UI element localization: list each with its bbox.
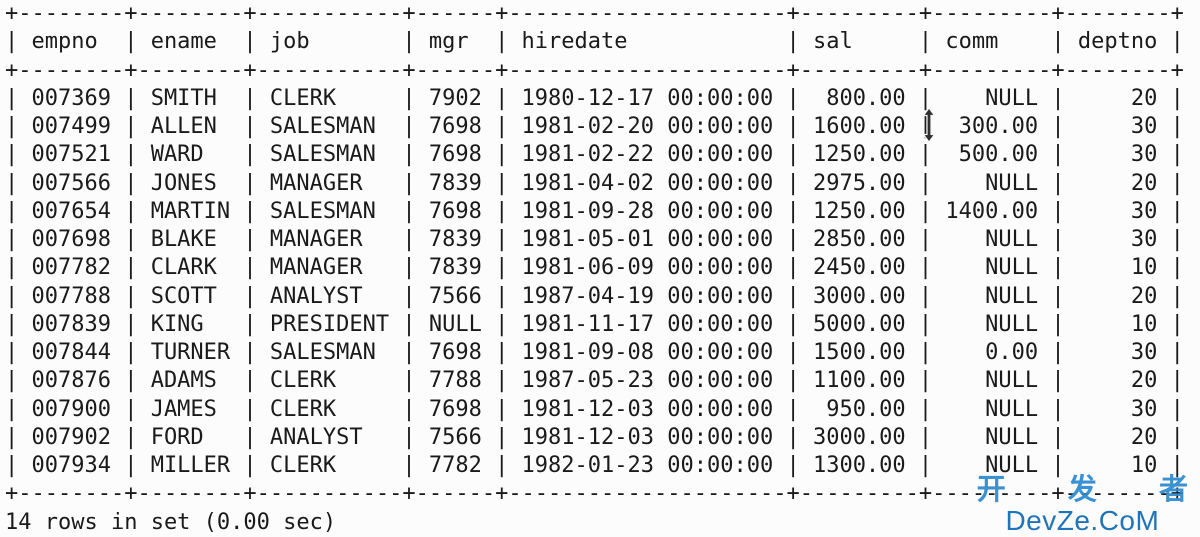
table-row: | 007876 | ADAMS | CLERK | 7788 | 1987-0… (5, 368, 1184, 394)
ascii-border-bottom: +--------+--------+-----------+------+--… (5, 481, 1184, 507)
table-row: | 007788 | SCOTT | ANALYST | 7566 | 1987… (5, 283, 1184, 309)
table-row: | 007499 | ALLEN | SALESMAN | 7698 | 198… (5, 114, 1184, 139)
ascii-border-top: +--------+--------+-----------+------+--… (5, 1, 1184, 26)
table-row: | 007782 | CLARK | MANAGER | 7839 | 1981… (5, 255, 1184, 281)
ascii-border-header: +--------+--------+-----------+------+--… (5, 57, 1184, 83)
table-row: | 007566 | JONES | MANAGER | 7839 | 1981… (5, 170, 1184, 196)
table-row: | 007902 | FORD | ANALYST | 7566 | 1981-… (5, 424, 1184, 450)
status-line: 14 rows in set (0.00 sec) (5, 509, 337, 535)
table-row: | 007900 | JAMES | CLERK | 7698 | 1981-1… (5, 396, 1184, 422)
table-row: | 007521 | WARD | SALESMAN | 7698 | 1981… (5, 142, 1184, 168)
mysql-result-output: +--------+--------+-----------+------+--… (5, 0, 1184, 537)
table-row: | 007934 | MILLER | CLERK | 7782 | 1982-… (5, 453, 1184, 478)
table-row: | 007369 | SMITH | CLERK | 7902 | 1980-1… (5, 85, 1184, 111)
table-row: | 007839 | KING | PRESIDENT | NULL | 198… (5, 311, 1184, 337)
table-row: | 007844 | TURNER | SALESMAN | 7698 | 19… (5, 340, 1184, 365)
table-row: | 007698 | BLAKE | MANAGER | 7839 | 1981… (5, 227, 1184, 252)
header-row: | empno | ename | job | mgr | hiredate |… (5, 29, 1184, 55)
table-row: | 007654 | MARTIN | SALESMAN | 7698 | 19… (5, 198, 1184, 224)
